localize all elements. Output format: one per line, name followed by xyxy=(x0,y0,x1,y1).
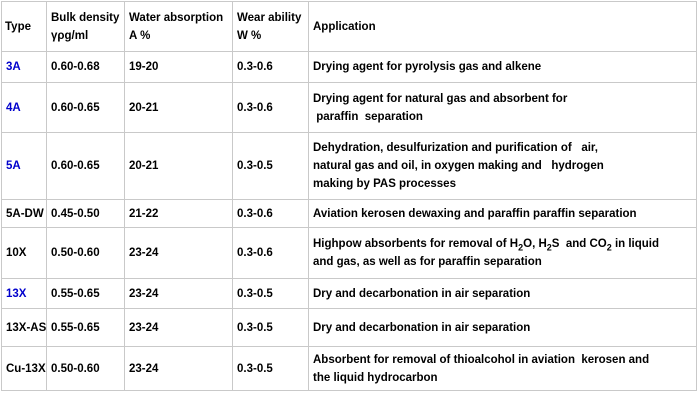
cell-wear-ability: 0.3-0.6 xyxy=(232,227,309,279)
cell-wear-ability: 0.3-0.5 xyxy=(232,132,309,200)
table-row: 5A-DW 0.45-0.50 21-22 0.3-0.6 Aviation k… xyxy=(1,199,697,228)
cell-application: Drying agent for pyrolysis gas and alken… xyxy=(308,51,697,83)
cell-bulk-density: 0.50-0.60 xyxy=(46,346,125,391)
cell-application: Dry and decarbonation in air separation xyxy=(308,308,697,347)
header-application: Application xyxy=(308,1,697,52)
cell-water-absorption: 20-21 xyxy=(124,132,233,200)
cell-application: Absorbent for removal of thioalcohol in … xyxy=(308,346,697,391)
cell-bulk-density: 0.60-0.68 xyxy=(46,51,125,83)
header-wear-ability: Wear ability W % xyxy=(232,1,309,52)
cell-water-absorption: 19-20 xyxy=(124,51,233,83)
cell-type: 5A xyxy=(1,132,47,200)
cell-wear-ability: 0.3-0.6 xyxy=(232,82,309,133)
cell-bulk-density: 0.60-0.65 xyxy=(46,132,125,200)
cell-application: Dry and decarbonation in air separation xyxy=(308,278,697,309)
table-row: 4A 0.60-0.65 20-21 0.3-0.6 Drying agent … xyxy=(1,82,697,133)
cell-wear-ability: 0.3-0.6 xyxy=(232,51,309,83)
cell-type: 3A xyxy=(1,51,47,83)
header-water-absorption: Water absorption A % xyxy=(124,1,233,52)
header-type: Type xyxy=(1,1,47,52)
cell-wear-ability: 0.3-0.5 xyxy=(232,308,309,347)
cell-application: Aviation kerosen dewaxing and paraffin p… xyxy=(308,199,697,228)
table-row: 13X 0.55-0.65 23-24 0.3-0.5 Dry and deca… xyxy=(1,278,697,309)
cell-bulk-density: 0.45-0.50 xyxy=(46,199,125,228)
cell-wear-ability: 0.3-0.6 xyxy=(232,199,309,228)
cell-type: Cu-13X xyxy=(1,346,47,391)
cell-bulk-density: 0.50-0.60 xyxy=(46,227,125,279)
cell-wear-ability: 0.3-0.5 xyxy=(232,278,309,309)
cell-type: 4A xyxy=(1,82,47,133)
cell-application: Highpow absorbents for removal of H2O, H… xyxy=(308,227,697,279)
table-row: 3A 0.60-0.68 19-20 0.3-0.6 Drying agent … xyxy=(1,51,697,83)
cell-type: 13X-AS xyxy=(1,308,47,347)
cell-water-absorption: 21-22 xyxy=(124,199,233,228)
cell-application: Drying agent for natural gas and absorbe… xyxy=(308,82,697,133)
cell-water-absorption: 23-24 xyxy=(124,227,233,279)
cell-water-absorption: 23-24 xyxy=(124,278,233,309)
table-row: Cu-13X 0.50-0.60 23-24 0.3-0.5 Absorbent… xyxy=(1,346,697,391)
cell-bulk-density: 0.60-0.65 xyxy=(46,82,125,133)
cell-water-absorption: 23-24 xyxy=(124,346,233,391)
table-row: 5A 0.60-0.65 20-21 0.3-0.5 Dehydration, … xyxy=(1,132,697,200)
cell-water-absorption: 20-21 xyxy=(124,82,233,133)
cell-bulk-density: 0.55-0.65 xyxy=(46,308,125,347)
header-bulk-density: Bulk density γρg/ml xyxy=(46,1,125,52)
table-header-row: Type Bulk density γρg/ml Water absorptio… xyxy=(1,1,697,52)
cell-bulk-density: 0.55-0.65 xyxy=(46,278,125,309)
table-row: 10X 0.50-0.60 23-24 0.3-0.6 Highpow abso… xyxy=(1,227,697,279)
molecular-sieve-spec-table: Type Bulk density γρg/ml Water absorptio… xyxy=(1,1,697,391)
cell-type: 5A-DW xyxy=(1,199,47,228)
cell-type: 13X xyxy=(1,278,47,309)
table-row: 13X-AS 0.55-0.65 23-24 0.3-0.5 Dry and d… xyxy=(1,308,697,347)
cell-water-absorption: 23-24 xyxy=(124,308,233,347)
cell-application: Dehydration, desulfurization and purific… xyxy=(308,132,697,200)
cell-wear-ability: 0.3-0.5 xyxy=(232,346,309,391)
cell-type: 10X xyxy=(1,227,47,279)
